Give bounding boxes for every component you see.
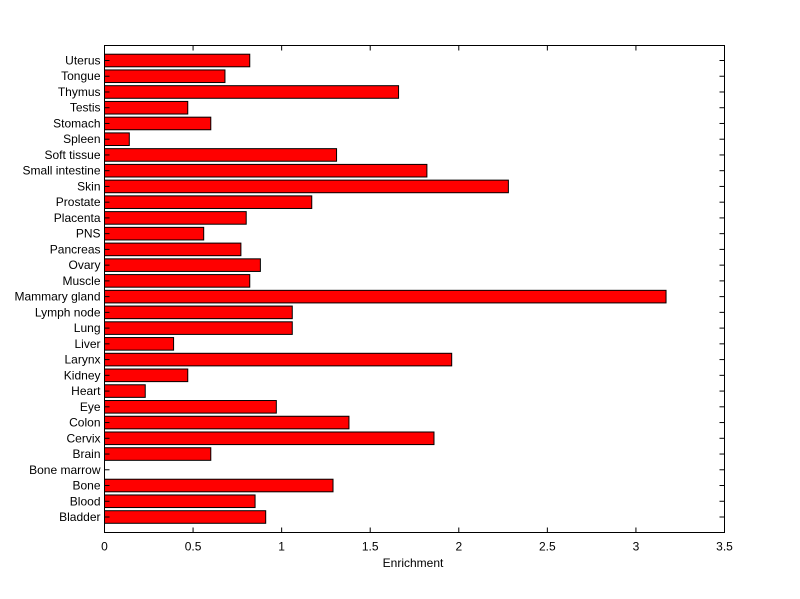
y-tick-label: Pancreas	[50, 242, 101, 256]
x-tick-label: 3	[633, 540, 640, 554]
y-tick-label: Brain	[72, 447, 100, 461]
bar-blood	[104, 494, 256, 509]
y-tick-label: Skin	[77, 179, 100, 193]
y-tick-label: Ovary	[68, 258, 100, 272]
bar-pns	[104, 226, 205, 241]
x-tick-label: 1.5	[362, 540, 379, 554]
bar-ovary	[104, 258, 261, 272]
bar-colon	[104, 415, 350, 430]
y-tick-label: Uterus	[65, 54, 100, 68]
bar-bladder	[104, 510, 267, 524]
bar-tongue	[104, 69, 226, 84]
bar-skin	[104, 179, 509, 194]
bar-mammary-gland	[104, 289, 667, 304]
bar-pancreas	[104, 242, 242, 257]
y-tick-label: Lymph node	[35, 305, 101, 319]
y-tick-label: Bladder	[59, 510, 100, 524]
y-tick-label: Thymus	[58, 85, 101, 99]
bar-muscle	[104, 274, 251, 288]
y-tick-label: Larynx	[64, 353, 100, 367]
bar-kidney	[104, 368, 189, 383]
y-tick-label: Mammary gland	[14, 290, 100, 304]
x-tick-label: 0	[101, 540, 108, 554]
y-tick-label: Spleen	[63, 132, 100, 146]
bar-thymus	[104, 85, 400, 99]
bar-small-intestine	[104, 163, 428, 178]
bar-lymph-node	[104, 305, 293, 320]
y-tick-label: Kidney	[64, 368, 101, 382]
bar-brain	[104, 447, 212, 461]
y-tick-label: Lung	[74, 321, 101, 335]
bar-placenta	[104, 211, 247, 225]
bar-uterus	[104, 53, 251, 68]
x-tick-label: 2.5	[539, 540, 556, 554]
bar-prostate	[104, 195, 313, 209]
bar-stomach	[104, 116, 212, 131]
y-tick-label: Liver	[74, 337, 100, 351]
y-tick-label: PNS	[76, 227, 101, 241]
bars-group	[104, 53, 667, 524]
y-tick-label: Soft tissue	[44, 148, 100, 162]
x-axis-title: Enrichment	[383, 556, 444, 570]
bar-lung	[104, 321, 293, 335]
y-tick-label: Bone	[72, 479, 100, 493]
y-tick-label: Bone marrow	[29, 463, 101, 477]
x-tick-label: 0.5	[185, 540, 202, 554]
bar-larynx	[104, 352, 453, 367]
y-tick-label: Tongue	[61, 69, 101, 83]
bar-soft-tissue	[104, 148, 338, 162]
x-tick-label: 2	[455, 540, 462, 554]
bar-testis	[104, 100, 189, 115]
bar-eye	[104, 400, 277, 414]
y-tick-label: Small intestine	[22, 164, 100, 178]
bar-cervix	[104, 431, 435, 446]
y-tick-label: Muscle	[62, 274, 100, 288]
y-tick-label: Placenta	[54, 211, 101, 225]
y-tick-label: Prostate	[56, 195, 101, 209]
y-tick-label: Heart	[71, 384, 101, 398]
bar-heart	[104, 384, 146, 398]
y-tick-label: Cervix	[66, 431, 100, 445]
bar-liver	[104, 337, 175, 351]
y-tick-label: Stomach	[53, 116, 100, 130]
ticks-group	[104, 45, 725, 533]
y-tick-label: Blood	[70, 494, 101, 508]
y-tick-label: Eye	[80, 400, 101, 414]
y-tick-label: Colon	[69, 416, 100, 430]
y-tick-label: Testis	[70, 101, 101, 115]
bar-bone	[104, 478, 334, 493]
x-tick-label: 3.5	[716, 540, 733, 554]
x-tick-label: 1	[278, 540, 285, 554]
